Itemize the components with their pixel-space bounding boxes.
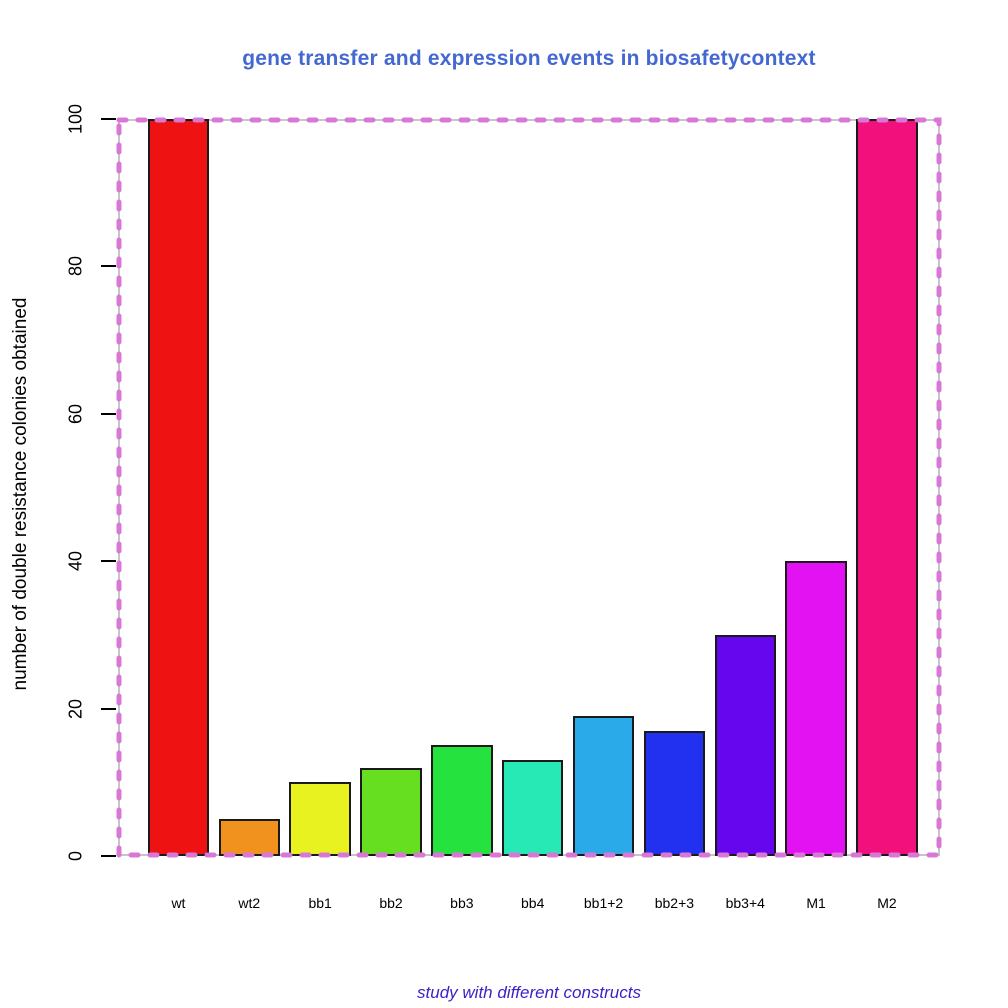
x-tick-label-wt: wt (171, 895, 186, 911)
bar-wt2 (218, 819, 281, 856)
y-tick-mark (101, 855, 116, 857)
x-tick-label-M1: M1 (806, 895, 826, 911)
x-axis-labels: wt wt2 bb1 bb2 bb3 bb4 bb1+2 bb2+3 bb3+4 M1 M2 (118, 893, 940, 913)
bar-bb2 (360, 767, 422, 856)
y-tick-mark (101, 265, 116, 268)
x-tick-label-bb1+2: bb1+2 (583, 895, 624, 911)
y-tick-mark (101, 707, 116, 710)
bar-M1 (785, 561, 847, 856)
y-tick-label-text: 0 (65, 850, 86, 862)
y-tick-label-text: 100 (65, 103, 86, 135)
x-tick-label-bb3+4: bb3+4 (725, 895, 765, 911)
y-tick-mark (101, 560, 116, 563)
x-axis-title: study with different constructs (118, 983, 940, 1003)
chart-title: gene transfer and expression events in b… (242, 47, 816, 70)
dashed-highlight-box (116, 117, 942, 858)
x-tick-label-wt2: wt2 (238, 895, 261, 911)
y-tick-label-text: 20 (65, 698, 86, 719)
bar-bb4 (501, 760, 564, 856)
plot-area: 0 20 40 60 80 100 (66, 104, 942, 861)
bar-bb3+4 (714, 634, 776, 856)
y-tick-label-text: 60 (65, 403, 86, 424)
y-tick-label-text: 80 (65, 256, 86, 277)
y-tick-mark (101, 118, 116, 120)
x-tick-label-bb2: bb2 (379, 895, 403, 911)
y-axis-title-text: number of double resistance colonies obt… (10, 297, 31, 691)
bar-bb3 (431, 745, 493, 856)
x-tick-label-bb3: bb3 (450, 895, 474, 911)
x-tick-label-M2: M2 (877, 895, 897, 911)
bars-container (118, 119, 940, 856)
x-axis-title-text: study with different constructs (417, 983, 641, 1002)
bar-bb2+3 (643, 730, 706, 856)
y-tick-label-text: 40 (65, 551, 86, 572)
x-tick-label-bb4: bb4 (521, 895, 545, 911)
x-tick-label-bb1: bb1 (308, 895, 332, 911)
bar-M2 (856, 119, 918, 856)
bar-bb1+2 (572, 715, 635, 856)
x-tick-label-bb2+3: bb2+3 (654, 895, 695, 911)
y-tick-mark (101, 412, 116, 415)
y-axis: 0 20 40 60 80 100 (66, 104, 940, 861)
